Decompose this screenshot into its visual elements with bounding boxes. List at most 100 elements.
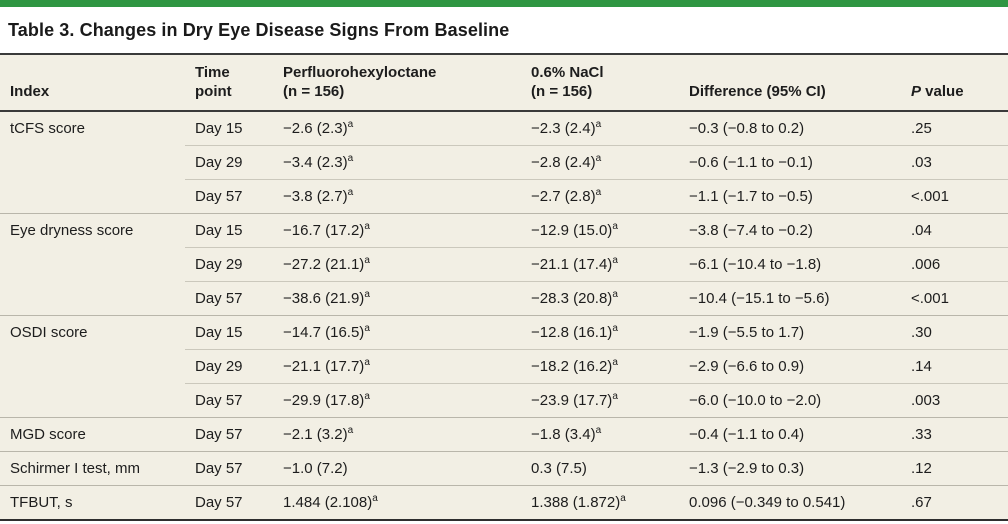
footnote-a-marker: a — [595, 119, 602, 130]
p-value-cell: <.001 — [901, 281, 1008, 315]
table-row: OSDI score Day 15 −14.7 (16.5)a −12.8 (16.1… — [0, 315, 1008, 349]
difference-cell: −0.4 (−1.1 to 0.4) — [679, 417, 901, 451]
difference-cell: −1.9 (−5.5 to 1.7) — [679, 315, 901, 349]
p-value-cell: .25 — [901, 112, 1008, 145]
nacl-value-cell: −21.1 (17.4)a — [521, 247, 679, 281]
footnote-a-marker: a — [364, 391, 370, 402]
footnote-a-marker: a — [612, 391, 618, 402]
header-perfluorohexyloctane: Perfluorohexyloctane (n = 156) — [273, 53, 521, 112]
nacl-value-cell: −28.3 (20.8)a — [521, 281, 679, 315]
pfho-value-cell: −1.0 (7.2) — [273, 451, 521, 485]
pfho-value-cell: 1.484 (2.108)a — [273, 485, 521, 521]
time-point-cell: Day 57 — [185, 281, 273, 315]
footnote-a-marker: a — [364, 289, 370, 300]
nacl-value-cell: −12.8 (16.1)a — [521, 315, 679, 349]
pfho-value-cell: −14.7 (16.5)a — [273, 315, 521, 349]
index-cell: Schirmer I test, mm — [0, 451, 185, 485]
time-point-cell: Day 15 — [185, 213, 273, 247]
footnote-a-marker: a — [347, 119, 354, 130]
table-row: Day 57 −29.9 (17.8)a −23.9 (17.7)a −6.0 (−1… — [0, 383, 1008, 417]
difference-cell: −2.9 (−6.6 to 0.9) — [679, 349, 901, 383]
p-value-cell: .04 — [901, 213, 1008, 247]
difference-cell: −10.4 (−15.1 to −5.6) — [679, 281, 901, 315]
table-row: Day 57 −38.6 (21.9)a −28.3 (20.8)a −10.4 (−… — [0, 281, 1008, 315]
pfho-value-cell: −3.8 (2.7)a — [273, 179, 521, 213]
p-value-cell: .12 — [901, 451, 1008, 485]
footnote-a-marker: a — [612, 323, 618, 334]
time-point-cell: Day 29 — [185, 247, 273, 281]
index-cell — [0, 247, 185, 281]
footnote-a-marker: a — [595, 187, 602, 198]
index-cell — [0, 281, 185, 315]
nacl-value-cell: −12.9 (15.0)a — [521, 213, 679, 247]
nacl-value-cell: −18.2 (16.2)a — [521, 349, 679, 383]
p-value-cell: .30 — [901, 315, 1008, 349]
time-point-cell: Day 57 — [185, 451, 273, 485]
difference-cell: −6.1 (−10.4 to −1.8) — [679, 247, 901, 281]
index-cell: MGD score — [0, 417, 185, 451]
footnote-a-marker: a — [364, 357, 370, 368]
table-row: Day 29 −3.4 (2.3)a −2.8 (2.4)a −0.6 (−1.1 t… — [0, 145, 1008, 179]
difference-cell: −0.6 (−1.1 to −0.1) — [679, 145, 901, 179]
p-value-cell: <.001 — [901, 179, 1008, 213]
footnote-a-marker: a — [620, 493, 626, 504]
nacl-value-cell: −2.7 (2.8)a — [521, 179, 679, 213]
dry-eye-signs-table: Index Time point Perfluorohexyloctane (n… — [0, 53, 1008, 521]
difference-cell: −0.3 (−0.8 to 0.2) — [679, 112, 901, 145]
nacl-value-cell: −23.9 (17.7)a — [521, 383, 679, 417]
index-cell: TFBUT, s — [0, 485, 185, 521]
footnote-a-marker: a — [364, 255, 370, 266]
accent-bar — [0, 0, 1008, 7]
table-row: TFBUT, s Day 57 1.484 (2.108)a 1.388 (1.872… — [0, 485, 1008, 521]
header-index: Index — [0, 53, 185, 112]
p-value-cell: .14 — [901, 349, 1008, 383]
footnote-a-marker: a — [612, 221, 618, 232]
footnote-a-marker: a — [347, 425, 354, 436]
table-row: MGD score Day 57 −2.1 (3.2)a −1.8 (3.4)a −0.… — [0, 417, 1008, 451]
nacl-value-cell: 1.388 (1.872)a — [521, 485, 679, 521]
pfho-value-cell: −27.2 (21.1)a — [273, 247, 521, 281]
table-row: Day 29 −27.2 (21.1)a −21.1 (17.4)a −6.1 (−1… — [0, 247, 1008, 281]
footnote-a-marker: a — [372, 493, 378, 504]
header-p-value: P value — [901, 53, 1008, 112]
time-point-cell: Day 57 — [185, 179, 273, 213]
difference-cell: −6.0 (−10.0 to −2.0) — [679, 383, 901, 417]
difference-cell: −3.8 (−7.4 to −0.2) — [679, 213, 901, 247]
difference-cell: 0.096 (−0.349 to 0.541) — [679, 485, 901, 521]
p-value-cell: .03 — [901, 145, 1008, 179]
header-nacl: 0.6% NaCl (n = 156) — [521, 53, 679, 112]
index-cell — [0, 179, 185, 213]
pfho-value-cell: −2.6 (2.3)a — [273, 112, 521, 145]
table-row: Day 57 −3.8 (2.7)a −2.7 (2.8)a −1.1 (−1.7 t… — [0, 179, 1008, 213]
difference-cell: −1.3 (−2.9 to 0.3) — [679, 451, 901, 485]
footnote-a-marker: a — [612, 289, 618, 300]
table-row: Day 29 −21.1 (17.7)a −18.2 (16.2)a −2.9 (−6… — [0, 349, 1008, 383]
difference-cell: −1.1 (−1.7 to −0.5) — [679, 179, 901, 213]
time-point-cell: Day 15 — [185, 315, 273, 349]
footnote-a-marker: a — [595, 153, 602, 164]
index-cell — [0, 145, 185, 179]
index-cell: Eye dryness score — [0, 213, 185, 247]
nacl-value-cell: 0.3 (7.5) — [521, 451, 679, 485]
nacl-value-cell: −1.8 (3.4)a — [521, 417, 679, 451]
pfho-value-cell: −21.1 (17.7)a — [273, 349, 521, 383]
nacl-value-cell: −2.8 (2.4)a — [521, 145, 679, 179]
footnote-a-marker: a — [612, 255, 618, 266]
pfho-value-cell: −38.6 (21.9)a — [273, 281, 521, 315]
index-cell: tCFS score — [0, 112, 185, 145]
header-row: Index Time point Perfluorohexyloctane (n… — [0, 53, 1008, 112]
table-title: Table 3. Changes in Dry Eye Disease Sign… — [8, 20, 510, 40]
footnote-a-marker: a — [364, 323, 370, 334]
pfho-value-cell: −3.4 (2.3)a — [273, 145, 521, 179]
time-point-cell: Day 15 — [185, 112, 273, 145]
nacl-value-cell: −2.3 (2.4)a — [521, 112, 679, 145]
p-value-cell: .006 — [901, 247, 1008, 281]
index-cell: OSDI score — [0, 315, 185, 349]
footnote-a-marker: a — [347, 153, 354, 164]
time-point-cell: Day 57 — [185, 383, 273, 417]
pfho-value-cell: −2.1 (3.2)a — [273, 417, 521, 451]
table-row: Eye dryness score Day 15 −16.7 (17.2)a −12.… — [0, 213, 1008, 247]
pfho-value-cell: −16.7 (17.2)a — [273, 213, 521, 247]
footnote-a-marker: a — [595, 425, 602, 436]
footnote-a-marker: a — [612, 357, 618, 368]
